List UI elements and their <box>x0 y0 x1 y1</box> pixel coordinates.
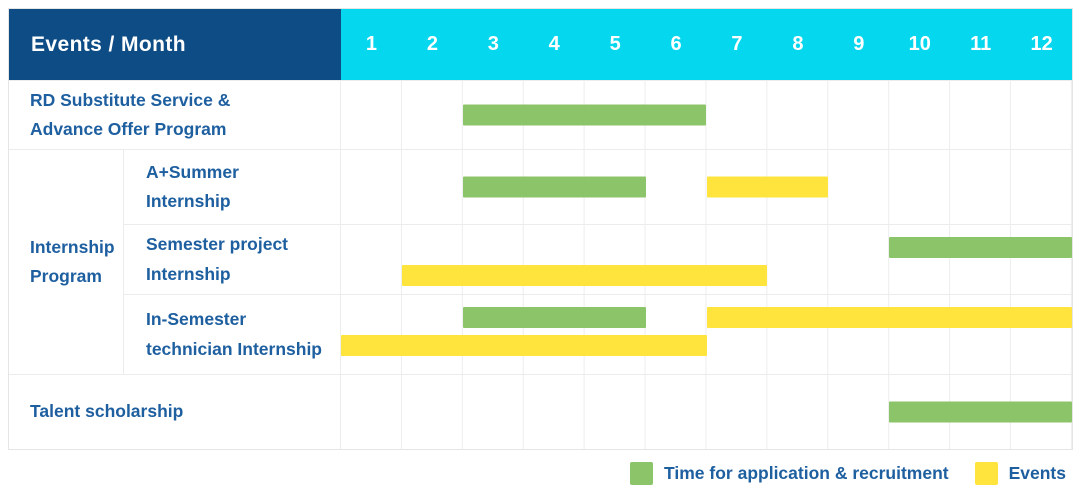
timeline-talent-scholarship <box>341 375 1072 449</box>
month-header-9: 9 <box>853 33 865 55</box>
internship-sub-rows: A+Summer Internship Semester project Int… <box>124 150 1072 374</box>
table-title: Events / Month <box>31 32 186 56</box>
timeline-in-semester <box>341 295 1072 374</box>
month-header-10: 10 <box>908 33 931 55</box>
row-semester-project: Semester project Internship <box>124 224 1072 294</box>
yellow-bar <box>706 176 829 198</box>
month-header-2: 2 <box>426 33 438 55</box>
table-header-row: Events / Month 1 2 3 4 5 6 7 8 9 10 11 12 <box>9 9 1072 80</box>
yellow-bar <box>706 307 1072 328</box>
table-corner-header: Events / Month <box>9 9 341 80</box>
row-label-rd-substitute: RD Substitute Service & Advance Offer Pr… <box>9 81 341 149</box>
gantt-table: Events / Month 1 2 3 4 5 6 7 8 9 10 11 12 RD Substi… <box>8 8 1073 450</box>
timeline-rd-substitute <box>341 81 1072 149</box>
row-talent-scholarship: Talent scholarship <box>9 374 1072 449</box>
month-header-row: 1 2 3 4 5 6 7 8 9 10 11 12 <box>341 9 1072 80</box>
green-bar <box>889 401 1072 423</box>
green-bar <box>462 307 646 328</box>
row-in-semester: In-Semester technician Internship <box>124 294 1072 374</box>
legend-item-application-recruitment: Time for application & recruitment <box>630 462 949 485</box>
legend: Time for application & recruitment Event… <box>630 462 1066 485</box>
yellow-swatch-icon <box>974 462 998 485</box>
legend-label-application-recruitment: Time for application & recruitment <box>664 463 949 483</box>
month-header-7: 7 <box>731 33 743 55</box>
group-label-internship-program: Internship Program <box>9 150 124 374</box>
month-header-4: 4 <box>548 33 560 55</box>
row-label-a-summer: A+Summer Internship <box>124 150 341 224</box>
month-header-11: 11 <box>970 33 992 55</box>
green-bar <box>462 104 707 126</box>
row-label-in-semester: In-Semester technician Internship <box>124 295 341 374</box>
row-label-talent-scholarship: Talent scholarship <box>9 375 341 449</box>
timeline-a-summer <box>341 150 1072 224</box>
month-header-8: 8 <box>792 33 804 55</box>
month-header-5: 5 <box>609 33 621 55</box>
green-swatch-icon <box>630 462 654 485</box>
month-header-12: 12 <box>1030 33 1053 55</box>
row-rd-substitute: RD Substitute Service & Advance Offer Pr… <box>9 80 1072 149</box>
timeline-semester-project <box>341 225 1072 294</box>
green-bar <box>462 176 646 198</box>
group-internship-program: Internship Program A+Summer Internship S… <box>9 149 1072 374</box>
yellow-bar <box>401 265 768 286</box>
green-bar <box>889 237 1072 258</box>
yellow-bar <box>341 335 707 356</box>
legend-label-events: Events <box>1008 463 1066 483</box>
row-label-semester-project: Semester project Internship <box>124 225 341 294</box>
row-a-summer: A+Summer Internship <box>124 150 1072 224</box>
month-header-6: 6 <box>670 33 682 55</box>
month-header-3: 3 <box>487 33 499 55</box>
month-header-1: 1 <box>365 33 378 55</box>
legend-item-events: Events <box>974 462 1066 485</box>
